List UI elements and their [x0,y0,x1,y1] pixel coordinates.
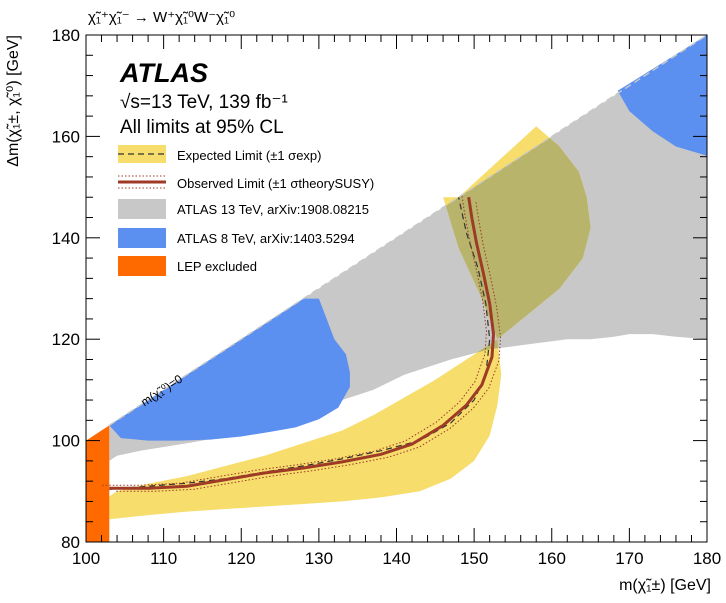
observed-limit-minus [102,194,488,486]
legend-atlas8-label: ATLAS 8 TeV, arXiv:1403.5294 [177,231,355,246]
y-tick-label: 100 [52,432,80,451]
x-tick-label: 180 [693,549,721,568]
x-tick-label: 120 [227,549,255,568]
legend-lep-label: LEP excluded [177,259,257,274]
legend-expected-label: Expected Limit (±1 σexp) [177,148,322,163]
observed-limit-line [109,196,496,490]
atlas8-region [109,298,350,441]
legend-atlas13-label: ATLAS 13 TeV, arXiv:1908.08215 [177,202,369,217]
cl-note-label: All limits at 95% CL [120,117,284,138]
plot-lines [102,35,707,492]
y-tick-label: 160 [52,127,80,146]
x-tick-label: 140 [382,549,410,568]
observed-limit-plus [116,200,502,492]
x-tick-label: 100 [72,549,100,568]
y-tick-label: 180 [52,26,80,45]
legend: Expected Limit (±1 σexp) Observed Limit … [118,145,374,276]
x-tick-label: 150 [460,549,488,568]
x-tick-label: 110 [150,549,177,568]
atlas8-region-upper [617,35,707,156]
x-axis-label: m(χ̃₁±) [GeV] [619,577,711,594]
legend-lep-swatch [118,256,166,276]
legend-atlas13-swatch [118,199,166,219]
x-tick-label: 130 [305,549,333,568]
kinematic-line [108,35,707,426]
process-label: χ̃₁⁺χ̃₁⁻ → W⁺χ̃₁⁰W⁻χ̃₁⁰ [88,9,235,26]
y-axis-label: Δm(χ̃₁±, χ̃₁⁰) [GeV] [5,35,22,167]
x-tick-label: 170 [615,549,643,568]
legend-atlas8-swatch [118,228,166,248]
y-tick-label: 80 [61,533,80,552]
x-tick-label: 160 [538,549,566,568]
lep-region [86,425,110,542]
legend-observed-label: Observed Limit (±1 σtheorySUSY) [177,176,374,191]
atlas-label: ATLAS [119,58,208,88]
y-tick-label: 120 [52,330,80,349]
energy-lumi-label: √s=13 TeV, 139 fb⁻¹ [120,92,288,113]
axis-ticks: 100 110 120 130 140 150 160 170 1808010012014016… [52,26,722,568]
plot-regions [86,35,707,542]
y-tick-label: 140 [52,229,80,248]
